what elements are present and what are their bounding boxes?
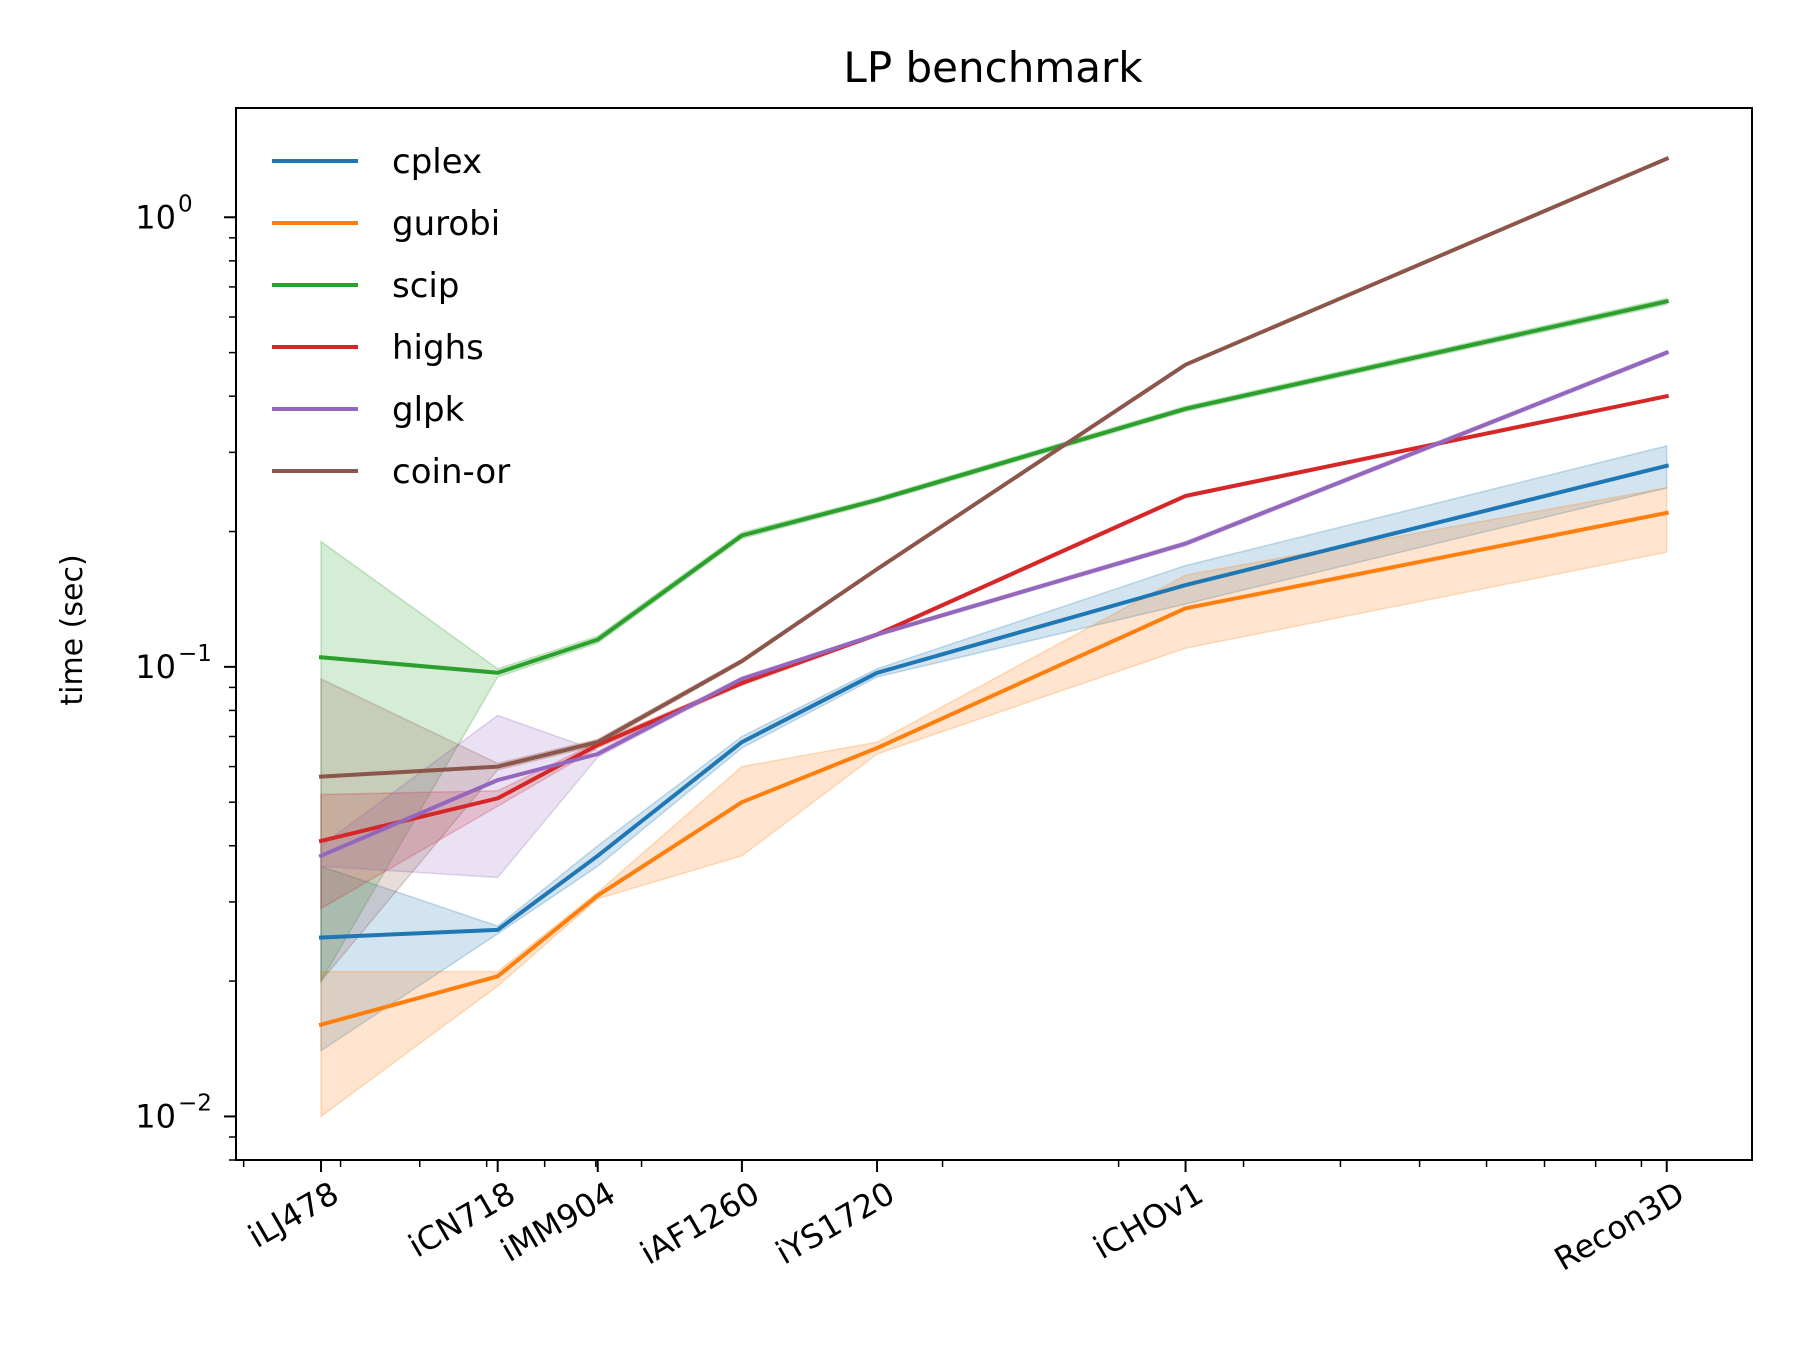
x-tick-label-iaf1260: iAF1260	[634, 1174, 766, 1272]
line-glpk	[318, 350, 1670, 859]
legend-label-scip: scip	[392, 266, 459, 306]
x-tick-label-ilj478: iLJ478	[242, 1174, 345, 1256]
band-scip	[320, 297, 1668, 984]
y-tick-exponent: 0	[178, 191, 193, 217]
legend-label-coin-or: coin-or	[392, 452, 510, 492]
legend: cplex gurobi scip highs glpk coin-or	[272, 142, 510, 492]
band-gurobi	[320, 487, 1668, 1118]
y-tick-exponent: −2	[178, 1090, 212, 1116]
y-tick-label: 10	[135, 1097, 176, 1135]
series-lines	[318, 156, 1670, 1028]
confidence-bands	[320, 157, 1668, 1118]
y-axis-label: time (sec)	[55, 554, 90, 705]
line-cplex	[318, 463, 1670, 940]
y-tick-label: 10	[135, 198, 176, 236]
line-scip	[318, 299, 1670, 675]
x-tick-label-iys1720: iYS1720	[769, 1174, 901, 1272]
line-highs	[318, 393, 1670, 844]
y-tick-exponent: −1	[178, 641, 212, 667]
band-glpk	[320, 349, 1668, 879]
chart-title: LP benchmark	[843, 43, 1143, 92]
legend-label-highs: highs	[392, 328, 484, 368]
legend-label-gurobi: gurobi	[392, 204, 500, 244]
x-tick-label-ichov1: iCHOv1	[1087, 1174, 1210, 1267]
x-tick-label-recon3d: Recon3D	[1548, 1174, 1691, 1278]
band-cplex	[320, 444, 1668, 1053]
line-gurobi	[318, 510, 1670, 1028]
line-coin-or	[318, 156, 1670, 779]
plot-frame	[235, 107, 1753, 1161]
x-tick-label-imm904: iMM904	[494, 1174, 621, 1270]
legend-label-cplex: cplex	[392, 142, 482, 182]
y-tick-label: 10	[135, 648, 176, 686]
legend-label-glpk: glpk	[392, 390, 465, 430]
